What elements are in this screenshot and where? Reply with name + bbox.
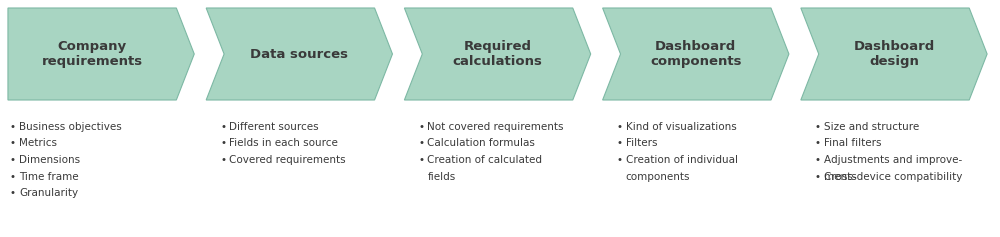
Text: Granularity: Granularity <box>19 188 78 198</box>
Text: Filters: Filters <box>626 138 657 149</box>
Text: Dashboard
components: Dashboard components <box>650 40 742 68</box>
Polygon shape <box>8 8 194 100</box>
Text: •: • <box>220 155 226 165</box>
Text: •: • <box>815 122 821 132</box>
Text: •: • <box>10 188 16 198</box>
Text: Size and structure: Size and structure <box>824 122 919 132</box>
Polygon shape <box>801 8 987 100</box>
Text: Covered requirements: Covered requirements <box>229 155 346 165</box>
Text: Creation of calculated: Creation of calculated <box>427 155 542 165</box>
Text: •: • <box>418 138 424 149</box>
Text: Adjustments and improve-: Adjustments and improve- <box>824 155 962 165</box>
Text: •: • <box>10 138 16 149</box>
Text: •: • <box>10 122 16 132</box>
Text: fields: fields <box>427 172 456 182</box>
Text: •: • <box>418 122 424 132</box>
Polygon shape <box>206 8 392 100</box>
Text: Final filters: Final filters <box>824 138 881 149</box>
Text: Kind of visualizations: Kind of visualizations <box>626 122 736 132</box>
Text: •: • <box>418 155 424 165</box>
Text: components: components <box>626 172 690 182</box>
Text: Calculation formulas: Calculation formulas <box>427 138 535 149</box>
Text: Data sources: Data sources <box>250 47 348 60</box>
Text: Metrics: Metrics <box>19 138 57 149</box>
Text: Business objectives: Business objectives <box>19 122 122 132</box>
Text: •: • <box>220 122 226 132</box>
Text: •: • <box>10 155 16 165</box>
Text: Creation of individual: Creation of individual <box>626 155 738 165</box>
Text: Company
requirements: Company requirements <box>42 40 143 68</box>
Text: ments: ments <box>824 172 856 182</box>
Text: •: • <box>220 138 226 149</box>
Text: •: • <box>815 138 821 149</box>
Text: •: • <box>617 122 623 132</box>
Text: Fields in each source: Fields in each source <box>229 138 338 149</box>
Text: Not covered requirements: Not covered requirements <box>427 122 564 132</box>
Text: Time frame: Time frame <box>19 172 79 182</box>
Text: •: • <box>10 172 16 182</box>
Polygon shape <box>404 8 591 100</box>
Text: Different sources: Different sources <box>229 122 319 132</box>
Text: •: • <box>617 138 623 149</box>
Text: Cross-device compatibility: Cross-device compatibility <box>824 172 962 182</box>
Text: Dashboard
design: Dashboard design <box>853 40 935 68</box>
Text: Dimensions: Dimensions <box>19 155 80 165</box>
Text: •: • <box>815 172 821 182</box>
Text: •: • <box>617 155 623 165</box>
Polygon shape <box>603 8 789 100</box>
Text: •: • <box>815 155 821 165</box>
Text: Required
calculations: Required calculations <box>453 40 542 68</box>
